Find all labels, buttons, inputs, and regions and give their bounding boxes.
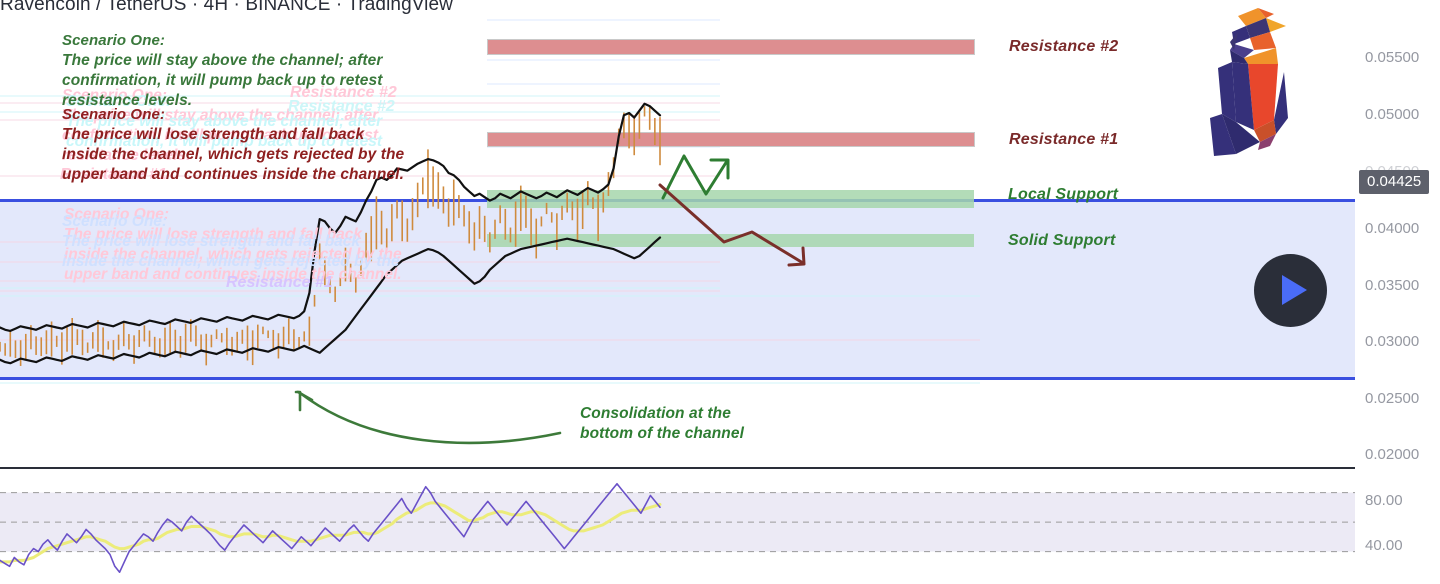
consolidation-line-1: Consolidation at the: [580, 405, 731, 422]
play-button[interactable]: [1254, 254, 1327, 327]
play-triangle-icon: [1282, 275, 1307, 305]
price-chart-pane[interactable]: Scenario One: The price will stay above …: [0, 0, 1355, 467]
scenario-one-line-1: The price will stay above the channel; a…: [62, 51, 383, 69]
price-tick-6: 0.02500: [1365, 390, 1420, 407]
pane-divider: [0, 467, 1355, 469]
label-resistance-2: Resistance #2: [1009, 38, 1119, 55]
channel-lower-line: [0, 377, 1355, 380]
annotation-scenario-one: Scenario One: The price will stay above …: [62, 31, 383, 111]
zone-resistance-1: [487, 132, 975, 147]
annotation-consolidation: Consolidation at the bottom of the chann…: [580, 404, 744, 444]
rsi-tick-1: 40.00: [1365, 537, 1403, 554]
consolidation-arrow: [294, 390, 562, 445]
projection-arrows-layer: [294, 154, 806, 445]
scenario-two-heading: Scenario One:: [62, 106, 165, 123]
scenario-one-line-2: confirmation, it will pump back up to re…: [62, 71, 383, 89]
annotation-scenario-two: Scenario One: The price will lose streng…: [62, 105, 404, 185]
scenario-two-line-1: The price will lose strength and fall ba…: [62, 125, 365, 143]
rsi-axis[interactable]: 80.00 40.00: [1355, 469, 1440, 584]
scenario-one-line-3: resistance levels.: [62, 92, 193, 110]
rsi-series-layer: [0, 482, 1355, 573]
scenario-one-heading: Scenario One:: [62, 32, 165, 49]
price-tick-3: 0.04000: [1365, 220, 1420, 237]
label-solid-support: Solid Support: [1008, 232, 1116, 249]
consolidation-line-2: bottom of the channel: [580, 425, 744, 443]
ravencoin-logo: [1210, 8, 1288, 156]
bullish-projection-arrow: [661, 154, 730, 200]
price-tick-5: 0.03000: [1365, 333, 1420, 350]
bearish-projection-arrow: [658, 183, 806, 267]
zone-resistance-2: [487, 39, 975, 55]
price-tick-7: 0.02000: [1365, 446, 1420, 463]
rsi-tick-0: 80.00: [1365, 492, 1403, 509]
price-series-layer: [0, 102, 662, 366]
rsi-indicator-pane[interactable]: [0, 469, 1355, 584]
price-tick-4: 0.03500: [1365, 277, 1420, 294]
price-tick-0: 0.05500: [1365, 49, 1420, 66]
scenario-two-line-2: inside the channel, which gets rejected …: [62, 145, 405, 163]
faint-guides-layer: [0, 19, 980, 384]
trend-channel-fill: [0, 201, 1355, 378]
scenario-two-line-3: upper band and continues inside the chan…: [62, 166, 404, 184]
price-tick-1: 0.05000: [1365, 106, 1420, 123]
label-resistance-1: Resistance #1: [1009, 131, 1119, 148]
price-axis[interactable]: 0.05500 0.05000 0.04500 0.04000 0.03500 …: [1355, 0, 1440, 467]
label-local-support: Local Support: [1008, 186, 1119, 203]
current-price-badge[interactable]: 0.04425: [1359, 170, 1430, 194]
chart-title: Ravencoin / TetherUS · 4H · BINANCE · Tr…: [0, 0, 453, 15]
